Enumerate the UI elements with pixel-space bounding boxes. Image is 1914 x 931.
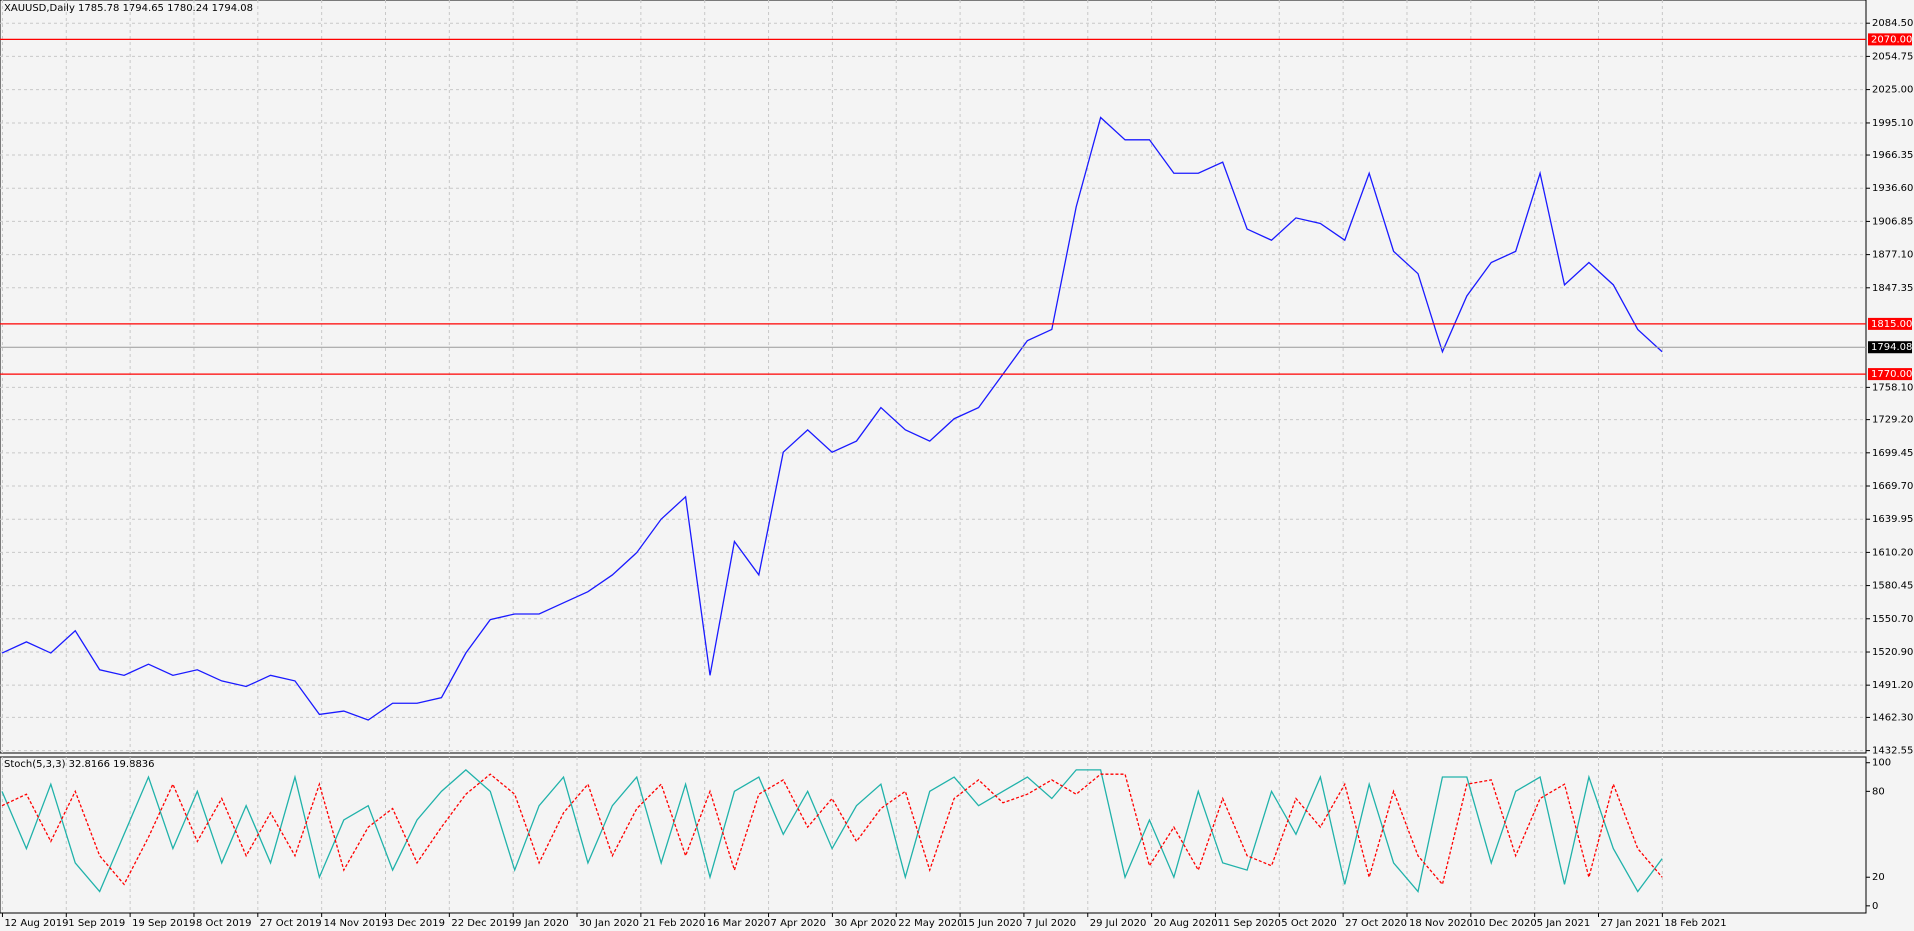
x-tick-label: 16 Mar 2020	[707, 918, 770, 929]
x-tick-label: 21 Feb 2020	[643, 918, 705, 929]
y-tick-label: 1610.20	[1872, 547, 1913, 558]
x-tick-label: 1 Sep 2019	[68, 918, 125, 929]
y-tick-label: 1847.35	[1872, 283, 1913, 294]
level-label-bg	[1868, 317, 1912, 330]
x-tick-label: 15 Jun 2020	[962, 918, 1022, 929]
x-tick-label: 12 Aug 2019	[4, 918, 68, 929]
level-label: 2070.00	[1871, 34, 1912, 45]
x-tick-label: 3 Dec 2019	[387, 918, 445, 929]
current-price-bg	[1868, 341, 1912, 354]
y-tick-label: 1936.60	[1872, 183, 1913, 194]
x-tick-label: 9 Jan 2020	[515, 918, 569, 929]
x-tick-label: 18 Nov 2020	[1409, 918, 1473, 929]
y-tick-label: 1729.20	[1872, 415, 1913, 426]
y-tick-label: 1462.30	[1872, 712, 1913, 723]
y-tick-label: 0	[1872, 901, 1878, 912]
series-line	[1, 116, 1663, 721]
x-tick-label: 5 Oct 2020	[1281, 918, 1336, 929]
x-tick-label: 10 Dec 2020	[1473, 918, 1537, 929]
series-line	[1, 773, 1663, 886]
y-tick-label: 1491.20	[1872, 680, 1913, 691]
current-price-label: 1794.08	[1871, 342, 1912, 353]
x-tick-label: 30 Apr 2020	[834, 918, 896, 929]
x-tick-label: 11 Sep 2020	[1217, 918, 1280, 929]
y-tick-label: 1906.85	[1872, 216, 1913, 227]
y-tick-label: 1995.10	[1872, 118, 1913, 129]
level-label: 1815.00	[1871, 319, 1912, 330]
y-tick-label: 1699.45	[1872, 448, 1913, 459]
x-tick-label: 18 Feb 2021	[1664, 918, 1726, 929]
x-tick-label: 14 Nov 2019	[324, 918, 388, 929]
y-tick-label: 20	[1872, 872, 1885, 883]
y-tick-label: 1550.70	[1872, 614, 1913, 625]
y-tick-label: 1580.45	[1872, 581, 1913, 592]
y-tick-label: 1432.55	[1872, 746, 1913, 757]
x-tick-label: 22 May 2020	[898, 918, 963, 929]
y-tick-label: 1669.70	[1872, 481, 1913, 492]
y-tick-label: 80	[1872, 786, 1885, 797]
y-tick-label: 1639.95	[1872, 514, 1913, 525]
y-tick-label: 2025.00	[1872, 85, 1913, 96]
y-tick-label: 2084.50	[1872, 18, 1913, 29]
x-tick-label: 20 Aug 2020	[1154, 918, 1218, 929]
stoch-frame	[0, 756, 1867, 914]
x-tick-label: 19 Sep 2019	[132, 918, 195, 929]
x-tick-label: 8 Oct 2019	[196, 918, 251, 929]
x-tick-label: 29 Jul 2020	[1090, 918, 1147, 929]
price-frame	[0, 0, 1867, 754]
x-tick-label: 7 Jul 2020	[1026, 918, 1076, 929]
series-line	[1, 769, 1663, 893]
x-tick-label: 22 Dec 2019	[451, 918, 515, 929]
indicator-title: Stoch(5,3,3) 32.8166 19.8836	[4, 759, 155, 770]
level-label-bg	[1868, 368, 1912, 381]
y-tick-label: 2054.75	[1872, 51, 1913, 62]
x-tick-label: 30 Jan 2020	[579, 918, 639, 929]
x-tick-label: 27 Oct 2019	[260, 918, 322, 929]
x-tick-label: 27 Jan 2021	[1601, 918, 1661, 929]
x-tick-label: 7 Apr 2020	[771, 918, 826, 929]
x-tick-label: 5 Jan 2021	[1537, 918, 1591, 929]
y-tick-label: 100	[1872, 758, 1891, 769]
x-tick-label: 27 Oct 2020	[1345, 918, 1407, 929]
y-tick-label: 1966.35	[1872, 150, 1913, 161]
y-tick-label: 1877.10	[1872, 250, 1913, 261]
chart-title: XAUUSD,Daily 1785.78 1794.65 1780.24 179…	[4, 3, 253, 14]
level-label: 1770.00	[1871, 369, 1912, 380]
y-tick-label: 1758.10	[1872, 382, 1913, 393]
y-tick-label: 1520.90	[1872, 647, 1913, 658]
level-label-bg	[1868, 33, 1912, 46]
